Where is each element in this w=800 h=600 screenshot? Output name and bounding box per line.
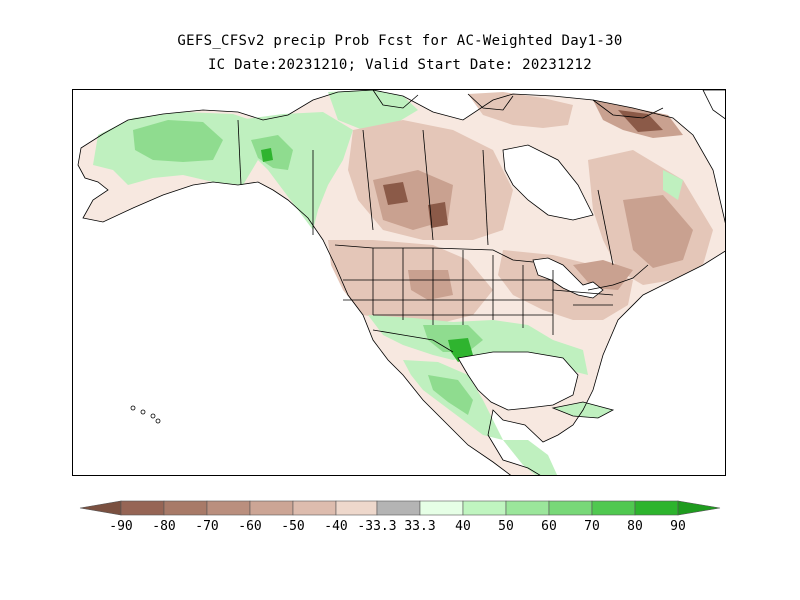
arctic-island-coast [467,93,514,111]
state-boundary [362,129,374,231]
colorbar-tick-label: 90 [670,519,686,534]
gulf-coast [457,351,579,411]
colorbar-box [79,500,122,516]
forecast-region [448,338,473,362]
colorbar-box [335,500,378,516]
state-boundary [552,289,614,296]
colorbar-box [376,500,421,516]
colorbar-box [505,500,550,516]
forecast-region [368,315,588,375]
canada-us-border [334,244,534,263]
forecast-region [328,90,418,130]
colorbar-tick-label: 50 [498,519,514,534]
greenland-coast [702,90,725,120]
north-america-map [77,90,725,475]
colorbar-box [462,500,507,516]
colorbar-tick-label: 80 [627,519,643,534]
hawaii-island [140,409,146,415]
forecast-region [428,375,473,415]
forecast-region [133,120,223,162]
forecast-region [383,182,408,205]
us-mexico-border [372,329,454,353]
forecast-region [623,195,693,268]
forecast-region [573,260,633,290]
arctic-island-coast [592,99,664,119]
alaska-canada-border [237,119,242,186]
colorbar-box [591,500,636,516]
great-lakes [533,258,603,298]
colorbar-box [120,500,165,516]
colorbar-box [419,500,464,516]
forecast-region [618,110,663,132]
hudson-bay-coast [502,144,594,221]
canada-us-border-east [587,264,649,291]
coastline [77,90,725,475]
colorbar-box [292,500,337,516]
forecast-region [468,92,573,128]
forecast-region [408,270,453,300]
colorbar-tick-label: 33.3 [404,519,436,534]
hawaii-island [130,405,136,411]
colorbar-box [249,500,294,516]
chart-title: GEFS_CFSv2 precip Prob Fcst for AC-Weigh… [177,33,623,49]
arctic-island-coast [372,90,419,109]
colorbar-tick-label: -80 [152,519,176,534]
colorbar-tick-label: -60 [238,519,262,534]
forecast-region [261,148,273,162]
colorbar-box [163,500,208,516]
colorbar-tick-label: 70 [584,519,600,534]
colorbar-box [548,500,593,516]
gulf-of-mexico [458,352,578,410]
colorbar-tick-label: -40 [324,519,348,534]
hawaii-island [150,413,156,419]
forecast-region [428,202,448,228]
colorbar-tick-label: -90 [109,519,133,534]
map-frame [72,89,726,476]
colorbar-tick-label: -70 [195,519,219,534]
state-boundary [597,189,614,266]
hudson-bay [503,145,593,220]
forecast-region [251,135,293,170]
hawaii-island [155,418,161,424]
cuba-coast [551,401,615,419]
colorbar-box [206,500,251,516]
colorbar-tick-label: 40 [455,519,471,534]
colorbar-tick-label: -33.3 [357,519,397,534]
forecast-region [663,170,683,200]
chart-subtitle: IC Date:20231210; Valid Start Date: 2023… [207,57,593,73]
colorbar-tick-label: 60 [541,519,557,534]
forecast-region [503,440,558,475]
state-boundary [422,129,434,241]
colorbar-box [677,500,721,516]
colorbar-tick-label: -50 [281,519,305,534]
state-boundary [482,149,489,246]
colorbar-box [634,500,679,516]
